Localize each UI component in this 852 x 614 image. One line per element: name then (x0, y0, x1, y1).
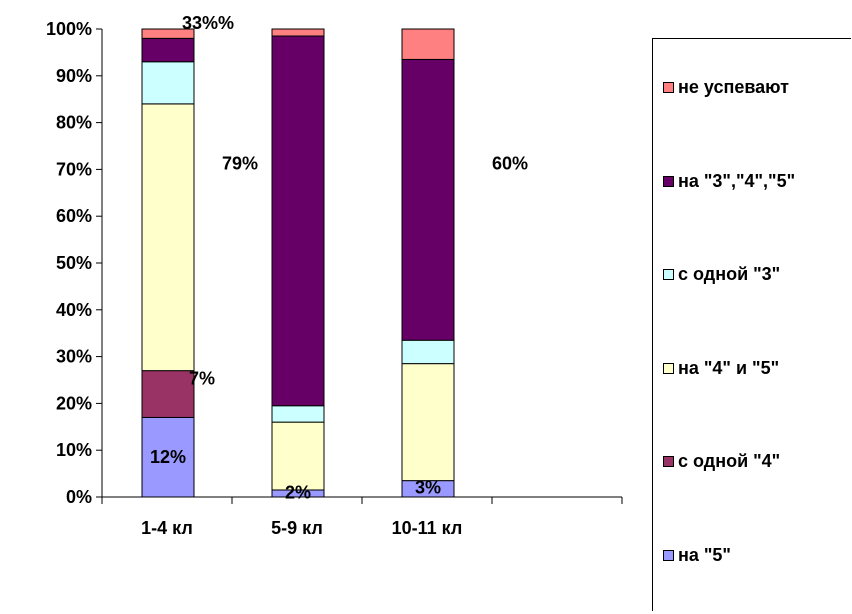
y-tick-label: 50% (56, 253, 92, 273)
bar-segment-0-0 (141, 416, 195, 498)
bar-segment-1-3 (271, 405, 325, 423)
bar-segment-0-1 (141, 370, 195, 418)
legend-label: не успевают (678, 77, 789, 97)
y-tick-label: 90% (56, 66, 92, 86)
bar-segment-0-2 (141, 103, 195, 372)
bar-segment-2-4 (401, 58, 455, 341)
bar-segment-2-5 (401, 28, 455, 60)
legend-item: с одной "4" (663, 451, 780, 472)
data-label: 7% (189, 369, 215, 389)
legend-item: на "3","4","5" (663, 171, 795, 192)
data-label: 12% (150, 447, 186, 467)
legend-swatch (663, 549, 674, 561)
legend-label: на "4" и "5" (678, 357, 780, 378)
x-tick-label: 1-4 кл (141, 518, 193, 538)
bars-group (141, 28, 455, 498)
legend-label: на "5" (678, 544, 731, 565)
y-tick-label: 20% (56, 393, 92, 413)
y-tick-label: 40% (56, 300, 92, 320)
data-label: 2% (285, 482, 311, 502)
data-label: 79% (222, 153, 258, 173)
y-tick-label: 80% (56, 113, 92, 133)
legend: не успевают на "3","4","5" с одной "3" на "… (652, 38, 851, 611)
y-tick-label: 10% (56, 440, 92, 460)
legend-item: с одной "3" (663, 264, 780, 285)
legend-label: с одной "3" (678, 264, 781, 284)
x-tick-label: 10-11 кл (392, 518, 463, 538)
legend-swatch (663, 456, 674, 467)
y-tick-label: 30% (56, 347, 92, 367)
legend-label: с одной "4" (678, 451, 781, 471)
bar-segment-0-5 (141, 28, 195, 39)
legend-label: на "3","4","5" (678, 170, 796, 191)
axes-group: 0% 10% 20% 30% 40% 50% 60% 70% 80% 90% 100% 1-4 кл 5… (46, 19, 623, 538)
legend-swatch (663, 269, 674, 280)
bar-segment-1-5 (271, 28, 325, 37)
legend-item: на "5" (663, 545, 731, 566)
y-tick-label: 60% (56, 206, 92, 226)
y-tick-label: 70% (56, 159, 92, 179)
legend-item: на "4" и "5" (663, 358, 779, 379)
bar-segment-2-2 (401, 363, 455, 482)
x-tick-label: 5-9 кл (271, 518, 323, 538)
bar-segment-1-4 (271, 35, 325, 407)
legend-swatch (663, 362, 674, 374)
bar-segment-2-3 (401, 339, 455, 365)
data-labels-group: 33%% 7% 12% 79% 2% 60% 3% (150, 13, 528, 502)
bar-segment-0-3 (141, 61, 195, 105)
data-label: 33%% (182, 13, 234, 33)
bar-segment-0-4 (141, 37, 195, 63)
legend-swatch (663, 175, 674, 187)
data-label: 3% (415, 478, 441, 498)
y-tick-label: 100% (46, 19, 92, 39)
bar-segment-1-2 (271, 421, 325, 491)
legend-item: не успевают (663, 77, 789, 98)
data-label: 60% (492, 153, 528, 173)
legend-swatch (663, 82, 674, 93)
y-tick-label: 0% (66, 487, 92, 507)
